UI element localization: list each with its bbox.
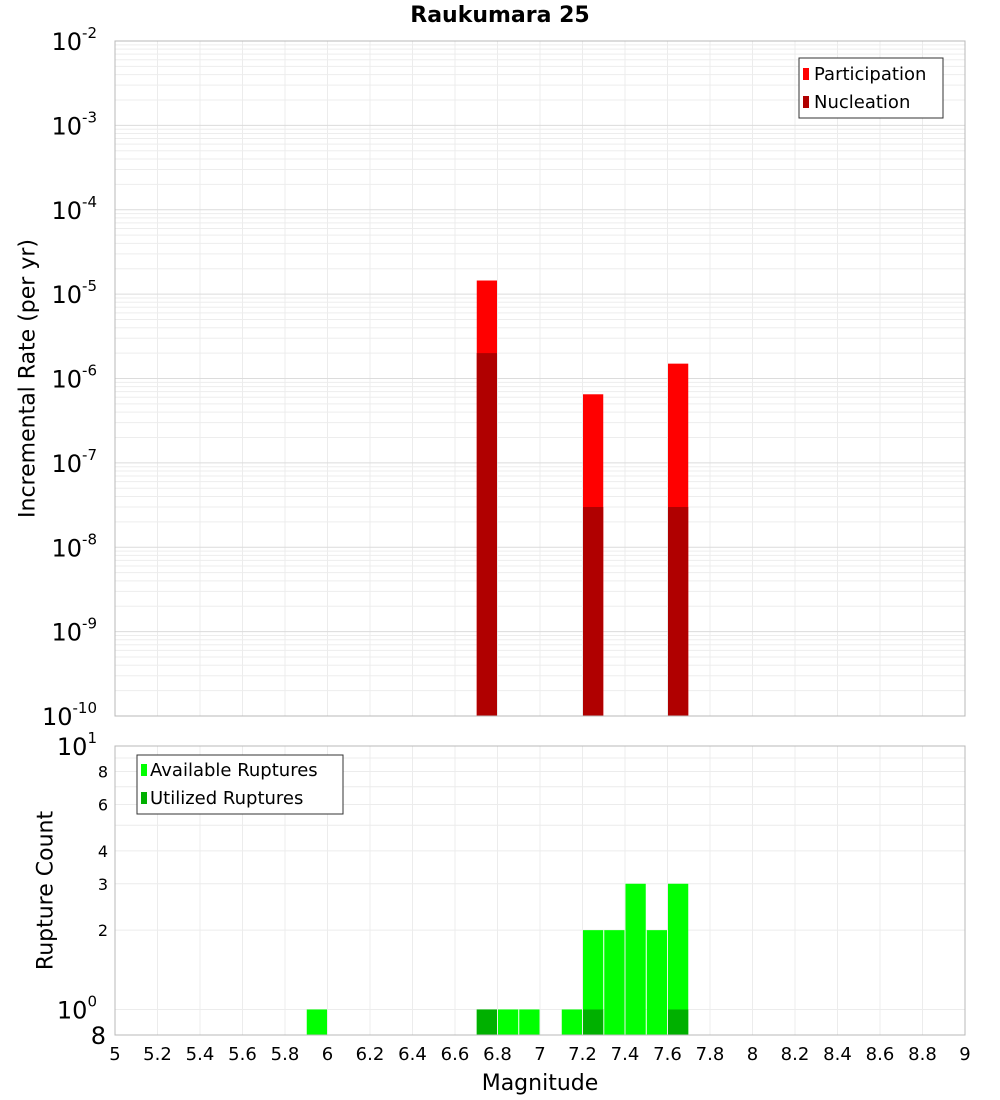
legend-swatch: [803, 96, 809, 108]
x-tick-label: 5: [109, 1044, 120, 1065]
x-axis-title: Magnitude: [482, 1071, 599, 1096]
x-tick-label: 7.8: [696, 1044, 725, 1065]
x-tick-label: 6.4: [398, 1044, 427, 1065]
count-plot-border: [114, 745, 966, 1036]
x-tick-label: 8: [747, 1044, 758, 1065]
rate-plot-border: [114, 40, 966, 717]
utilized-ruptures-bar: [583, 1009, 604, 1035]
rate-y-tick-label: 10-10: [42, 699, 97, 731]
x-tick-label: 8.6: [866, 1044, 895, 1065]
rate-y-tick-label: 10-2: [51, 24, 97, 56]
available-ruptures-bar: [646, 930, 667, 1035]
legend-label: Utilized Ruptures: [150, 788, 303, 809]
count-y-minor-tick-label: 2: [98, 921, 108, 940]
x-tick-label: 7.6: [653, 1044, 682, 1065]
available-ruptures-bar: [306, 1009, 327, 1035]
count-y-minor-tick-label: 4: [98, 842, 108, 861]
available-ruptures-bar: [561, 1009, 582, 1035]
rate-y-axis-title: Incremental Rate (per yr): [16, 239, 41, 518]
count-y-tick-label: 100: [57, 992, 97, 1024]
x-tick-label: 8.4: [823, 1044, 852, 1065]
available-ruptures-bar: [625, 883, 646, 1035]
rate-y-tick-label: 10-4: [51, 193, 97, 225]
x-tick-label: 5.8: [271, 1044, 300, 1065]
available-ruptures-bar: [583, 930, 604, 1035]
x-tick-label: 5.2: [143, 1044, 172, 1065]
rate-y-tick-label: 10-6: [51, 362, 97, 394]
rate-y-tick-label: 10-9: [51, 615, 97, 647]
rate-legend: Participation Nucleation: [798, 57, 944, 119]
count-legend-box: [136, 754, 344, 815]
available-ruptures-bar: [668, 883, 689, 1035]
nucleation-bar: [583, 506, 604, 716]
nucleation-bar: [668, 506, 689, 716]
rate-y-tick-labels: 10-10 10-9 10-8 10-7 10-6 10-5 10-4 10-3 10-2: [42, 24, 97, 731]
x-tick-label: 7.4: [611, 1044, 640, 1065]
count-y-minor-tick-label: 6: [98, 795, 108, 814]
rate-legend-box: [798, 57, 944, 119]
rate-gridlines: [114, 41, 966, 717]
x-tick-label: 9: [959, 1044, 970, 1065]
x-tick-label: 6.8: [483, 1044, 512, 1065]
utilized-ruptures-bar: [476, 1009, 497, 1035]
x-tick-label: 8.8: [908, 1044, 937, 1065]
legend-swatch: [141, 792, 147, 804]
legend-label: Participation: [814, 64, 926, 85]
rate-y-tick-label: 10-3: [51, 108, 97, 140]
nucleation-bar: [476, 353, 497, 716]
rate-y-tick-label: 10-8: [51, 530, 97, 562]
rate-y-tick-label: 10-7: [51, 446, 97, 478]
chart-title: Raukumara 25: [410, 3, 589, 28]
available-ruptures-bar: [498, 1009, 519, 1035]
x-tick-label: 8.2: [781, 1044, 810, 1065]
x-tick-label: 6: [322, 1044, 333, 1065]
x-tick-label: 6.2: [356, 1044, 385, 1065]
rate-panel: 10-10 10-9 10-8 10-7 10-6 10-5 10-4 10-3 10-2 In…: [16, 24, 966, 731]
x-tick-label: 7.2: [568, 1044, 597, 1065]
count-y-minor-tick-label: 3: [98, 875, 108, 894]
available-ruptures-bar: [519, 1009, 540, 1035]
count-y-tick-label: 101: [57, 729, 97, 761]
x-tick-label: 5.4: [186, 1044, 215, 1065]
x-tick-label: 6.6: [441, 1044, 470, 1065]
count-y-minor-tick-label: 8: [98, 763, 108, 782]
legend-swatch: [141, 764, 147, 776]
rate-bars: [476, 280, 689, 716]
count-y-minor-tick-label: 8: [91, 1022, 106, 1050]
count-y-axis-title: Rupture Count: [34, 811, 59, 971]
x-tick-label: 7: [534, 1044, 545, 1065]
available-ruptures-bar: [604, 930, 625, 1035]
count-legend: Available Ruptures Utilized Ruptures: [136, 754, 344, 815]
legend-label: Available Ruptures: [150, 760, 318, 781]
utilized-ruptures-bar: [668, 1009, 689, 1035]
rate-y-tick-label: 10-5: [51, 277, 97, 309]
count-bars: [306, 883, 689, 1035]
legend-swatch: [803, 68, 809, 80]
x-tick-label: 5.6: [228, 1044, 257, 1065]
legend-label: Nucleation: [814, 92, 910, 113]
x-tick-labels: 5 5.2 5.4 5.6 5.8 6 6.2 6.4 6.6 6.8 7 7.2 7.4 7.6 7.8 8…: [109, 1044, 970, 1065]
